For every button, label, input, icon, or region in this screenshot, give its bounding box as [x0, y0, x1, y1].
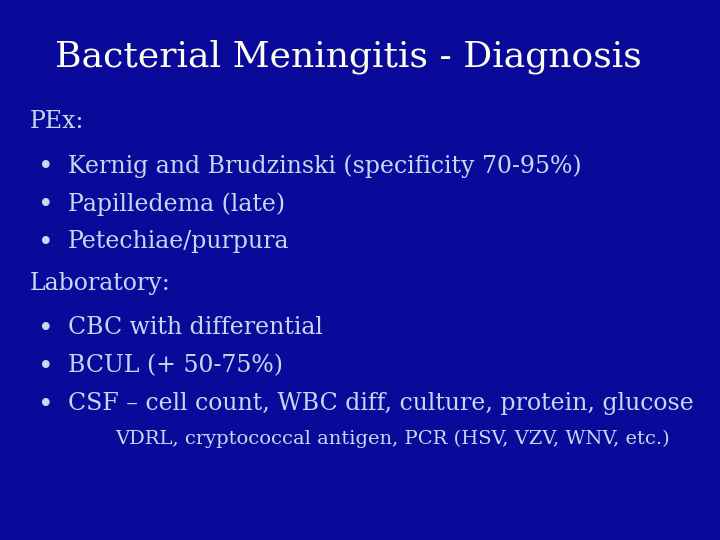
Text: •: •: [38, 316, 53, 341]
Text: Papilledema (late): Papilledema (late): [68, 192, 285, 215]
Text: Bacterial Meningitis - Diagnosis: Bacterial Meningitis - Diagnosis: [55, 40, 642, 75]
Text: CBC with differential: CBC with differential: [68, 316, 323, 339]
Text: VDRL, cryptococcal antigen, PCR (HSV, VZV, WNV, etc.): VDRL, cryptococcal antigen, PCR (HSV, VZ…: [115, 430, 670, 448]
Text: PEx:: PEx:: [30, 110, 84, 133]
Text: Laboratory:: Laboratory:: [30, 272, 171, 295]
Text: •: •: [38, 192, 53, 217]
Text: •: •: [38, 154, 53, 179]
Text: •: •: [38, 354, 53, 379]
Text: Petechiae/purpura: Petechiae/purpura: [68, 230, 289, 253]
Text: Kernig and Brudzinski (specificity 70-95%): Kernig and Brudzinski (specificity 70-95…: [68, 154, 582, 178]
Text: •: •: [38, 392, 53, 417]
Text: BCUL (+ 50-75%): BCUL (+ 50-75%): [68, 354, 283, 377]
Text: •: •: [38, 230, 53, 255]
Text: CSF – cell count, WBC diff, culture, protein, glucose: CSF – cell count, WBC diff, culture, pro…: [68, 392, 694, 415]
